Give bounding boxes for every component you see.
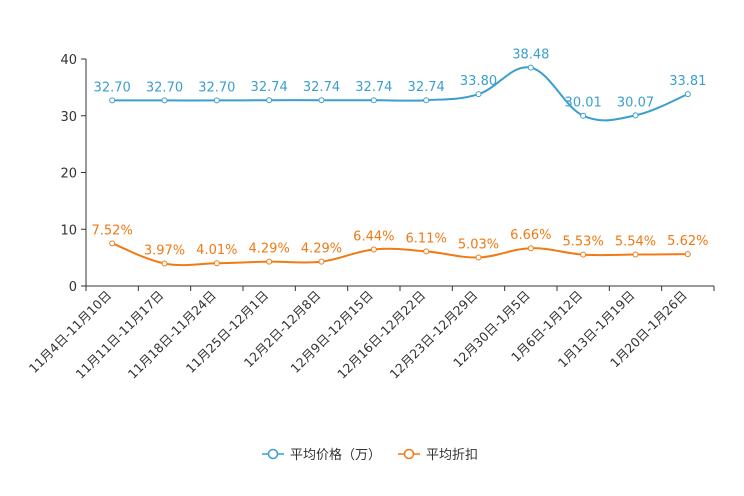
data-label: 32.70: [198, 80, 235, 95]
legend-item-average-price[interactable]: 平均价格（万）: [262, 447, 381, 463]
data-point[interactable]: [684, 251, 691, 258]
legend-label: 平均折扣: [426, 448, 478, 463]
data-point[interactable]: [318, 97, 325, 104]
data-point[interactable]: [527, 245, 534, 252]
data-point[interactable]: [109, 240, 116, 247]
y-tick-label: 40: [60, 53, 77, 68]
data-point[interactable]: [109, 97, 116, 104]
data-label: 4.29%: [249, 242, 290, 257]
data-point[interactable]: [632, 251, 639, 258]
legend-label: 平均价格（万）: [290, 447, 381, 463]
data-point[interactable]: [632, 112, 639, 119]
legend-item-average-discount[interactable]: 平均折扣: [398, 448, 478, 463]
y-tick-label: 0: [69, 280, 77, 295]
data-point[interactable]: [370, 97, 377, 104]
data-label: 5.03%: [458, 237, 499, 252]
y-tick-label: 10: [60, 223, 77, 238]
legend[interactable]: 平均价格（万） 平均折扣: [262, 447, 478, 463]
data-label: 32.74: [408, 80, 445, 95]
data-label: 5.53%: [563, 235, 604, 250]
data-label: 3.97%: [144, 243, 185, 258]
data-label: 4.01%: [196, 243, 237, 258]
data-point[interactable]: [423, 97, 430, 104]
data-point[interactable]: [266, 258, 273, 265]
x-tick-label: 12月23日-12月29日: [386, 288, 480, 382]
x-ticks: 11月4日-11月10日11月11日-11月17日11月18日-11月24日11…: [26, 286, 715, 382]
data-point[interactable]: [684, 91, 691, 98]
data-point[interactable]: [370, 246, 377, 253]
data-label: 30.07: [617, 95, 654, 110]
data-point[interactable]: [161, 97, 168, 104]
x-tick-label: 11月11日-11月17日: [72, 288, 166, 382]
y-ticks: 0 10 20 30 40: [60, 53, 86, 295]
data-point[interactable]: [527, 64, 534, 71]
series-line: [111, 242, 688, 267]
data-point[interactable]: [213, 260, 220, 267]
data-point[interactable]: [266, 97, 273, 104]
data-label: 6.44%: [353, 229, 394, 244]
data-label: 5.54%: [615, 235, 656, 250]
legend-marker-icon: [403, 448, 415, 460]
legend-marker-icon: [267, 448, 279, 460]
data-point[interactable]: [580, 251, 587, 258]
data-label: 5.62%: [667, 234, 708, 249]
data-point[interactable]: [318, 258, 325, 265]
data-label: 33.81: [669, 74, 706, 89]
data-label: 32.74: [251, 80, 288, 95]
x-tick-label: 11月18日-11月24日: [125, 288, 219, 382]
data-point[interactable]: [475, 254, 482, 261]
series-average-price: 32.70 32.70 32.70 32.74 32.74 32.74 32.74 33.80…: [94, 48, 706, 122]
y-tick-label: 20: [60, 167, 77, 182]
data-label: 30.01: [565, 96, 602, 111]
data-label: 32.70: [94, 80, 131, 95]
data-label: 6.11%: [406, 231, 447, 246]
data-label: 32.74: [303, 80, 340, 95]
x-tick-label: 12月16日-12月22日: [334, 288, 428, 382]
data-label: 32.74: [355, 80, 392, 95]
data-point[interactable]: [475, 91, 482, 98]
data-label: 32.70: [146, 80, 183, 95]
data-label: 33.80: [460, 74, 497, 89]
data-point[interactable]: [580, 112, 587, 119]
data-label: 38.48: [512, 48, 549, 63]
data-label: 4.29%: [301, 242, 342, 257]
series-average-discount: 7.52% 3.97% 4.01% 4.29% 4.29% 6.44% 6.11% 5.03%…: [92, 223, 708, 267]
data-point[interactable]: [213, 97, 220, 104]
series-layer: 32.70 32.70 32.70 32.74 32.74 32.74 32.74 33.80…: [92, 48, 708, 267]
data-label: 6.66%: [510, 228, 551, 243]
y-tick-label: 30: [60, 110, 77, 125]
data-label: 7.52%: [92, 223, 133, 238]
data-point[interactable]: [423, 248, 430, 255]
data-point[interactable]: [161, 260, 168, 267]
